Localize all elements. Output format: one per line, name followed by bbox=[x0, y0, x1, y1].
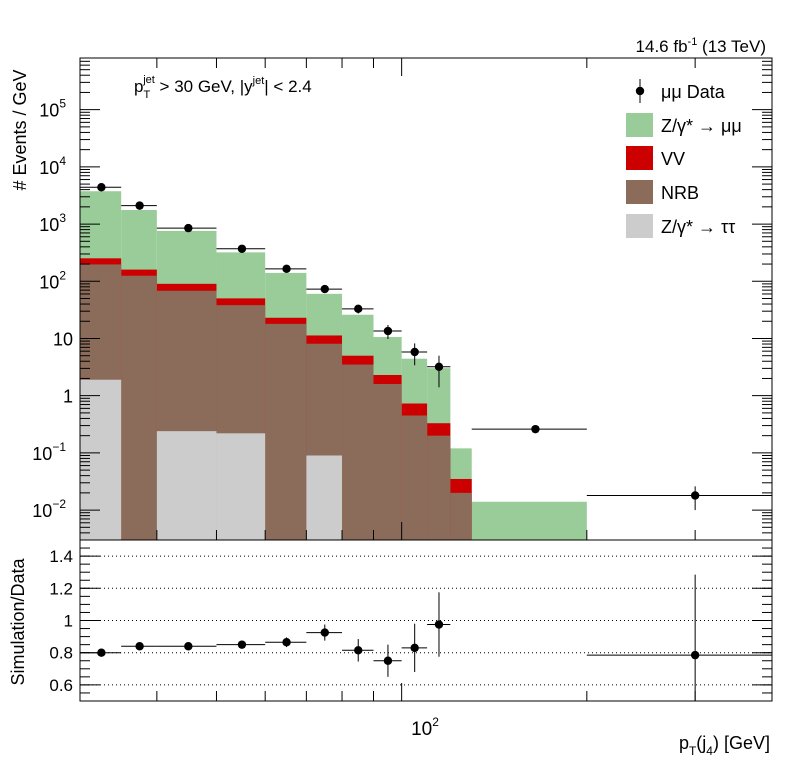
ratio-plot-axes: 0.6 0.8 1 1.2 1.4 bbox=[49, 539, 773, 702]
main-plot-pad: 10−2 10−1 1 10 102 103 104 105 bbox=[32, 57, 773, 541]
bar-z_tautau-bin-0 bbox=[80, 379, 122, 540]
bar-nrb-bin-4 bbox=[265, 323, 307, 540]
stacked-histogram bbox=[80, 191, 587, 541]
y-tick-label: 104 bbox=[39, 154, 66, 178]
ratio-tick-label: 1 bbox=[64, 612, 73, 631]
legend-label: VV bbox=[661, 149, 685, 169]
ratio-point bbox=[80, 648, 122, 657]
luminosity-label: 14.6 fb-1 (13 TeV) bbox=[636, 36, 766, 56]
legend-label: NRB bbox=[661, 183, 699, 203]
data-point bbox=[373, 325, 402, 339]
data-point bbox=[265, 264, 307, 274]
data-point bbox=[471, 424, 587, 434]
bar-z_tautau-bin-3 bbox=[216, 433, 266, 540]
data-point bbox=[427, 355, 451, 388]
ratio-tick-label: 0.6 bbox=[49, 676, 73, 695]
data-point bbox=[586, 486, 772, 511]
legend-marker bbox=[635, 86, 645, 96]
ratio-point bbox=[216, 640, 266, 649]
data-point bbox=[121, 201, 157, 210]
ratio-tick-label: 1.4 bbox=[49, 547, 73, 566]
legend-swatch bbox=[626, 113, 653, 137]
x-axis-label: pT(j4) [GeV] bbox=[679, 733, 770, 758]
data-point bbox=[342, 304, 374, 314]
y-tick-label: 105 bbox=[39, 97, 66, 121]
ratio-point bbox=[265, 637, 307, 648]
ratio-point bbox=[427, 592, 451, 657]
ratio-tick-label: 1.2 bbox=[49, 579, 73, 598]
legend-swatch bbox=[626, 180, 653, 204]
y-axis-label-main: # Events / GeV bbox=[10, 69, 30, 190]
legend-entry-data: μμ Data bbox=[635, 79, 726, 103]
bar-z_mumu-bin-11 bbox=[471, 501, 587, 540]
bar-nrb-bin-10 bbox=[450, 492, 472, 540]
data-point bbox=[216, 244, 266, 253]
legend-swatch bbox=[626, 214, 653, 238]
legend-label: Z/γ* → ττ bbox=[661, 217, 735, 237]
y-tick-label: 102 bbox=[39, 268, 66, 292]
legend-label: μμ Data bbox=[661, 82, 726, 102]
ratio-point bbox=[586, 574, 772, 701]
legend-swatch bbox=[626, 146, 653, 170]
ratio-point bbox=[156, 642, 217, 651]
bar-nrb-bin-6 bbox=[342, 364, 374, 540]
y-tick-label: 1 bbox=[63, 387, 73, 407]
legend-entry-z_tautau: Z/γ* → ττ bbox=[626, 214, 735, 238]
legend-entry-z_mumu: Z/γ* → μμ bbox=[626, 113, 742, 137]
y-axis-label-ratio: Simulation/Data bbox=[8, 557, 28, 685]
data-point bbox=[401, 343, 428, 366]
data-point bbox=[156, 223, 217, 233]
y-tick-label: 10−2 bbox=[32, 497, 66, 521]
ratio-gridlines bbox=[80, 555, 772, 686]
y-tick-label: 10−1 bbox=[32, 440, 66, 464]
bar-nrb-bin-8 bbox=[401, 415, 428, 540]
y-tick-label: 103 bbox=[39, 211, 66, 235]
ratio-point bbox=[373, 644, 402, 677]
ratio-plot-pad: 0.6 0.8 1 1.2 1.4 bbox=[49, 539, 773, 702]
data-points bbox=[80, 183, 772, 511]
data-point bbox=[80, 183, 122, 192]
ratio-point bbox=[121, 642, 157, 651]
ratio-point bbox=[306, 624, 343, 641]
ratio-plot-frame bbox=[79, 539, 773, 702]
x-tick-label: 102 bbox=[411, 715, 439, 740]
y-tick-label: 10 bbox=[53, 329, 73, 349]
bar-z_tautau-bin-2 bbox=[156, 431, 217, 540]
bar-z_tautau-bin-5 bbox=[306, 455, 343, 540]
legend-label: Z/γ* → μμ bbox=[661, 116, 742, 136]
ratio-point bbox=[342, 639, 374, 662]
ratio-point bbox=[401, 623, 428, 673]
ratio-points bbox=[80, 574, 772, 701]
bar-nrb-bin-7 bbox=[373, 384, 402, 540]
legend: μμ Data Z/γ* → μμ VV NRB Z/γ* → ττ bbox=[626, 79, 742, 238]
legend-entry-vv: VV bbox=[626, 146, 685, 170]
bar-nrb-bin-9 bbox=[427, 435, 451, 540]
data-point bbox=[306, 284, 343, 294]
ratio-tick-label: 0.8 bbox=[49, 644, 73, 663]
selection-cuts-label: pTjet > 30 GeV, |yjet| < 2.4 bbox=[134, 74, 312, 101]
legend-entry-nrb: NRB bbox=[626, 180, 699, 204]
bar-nrb-bin-1 bbox=[121, 275, 157, 540]
